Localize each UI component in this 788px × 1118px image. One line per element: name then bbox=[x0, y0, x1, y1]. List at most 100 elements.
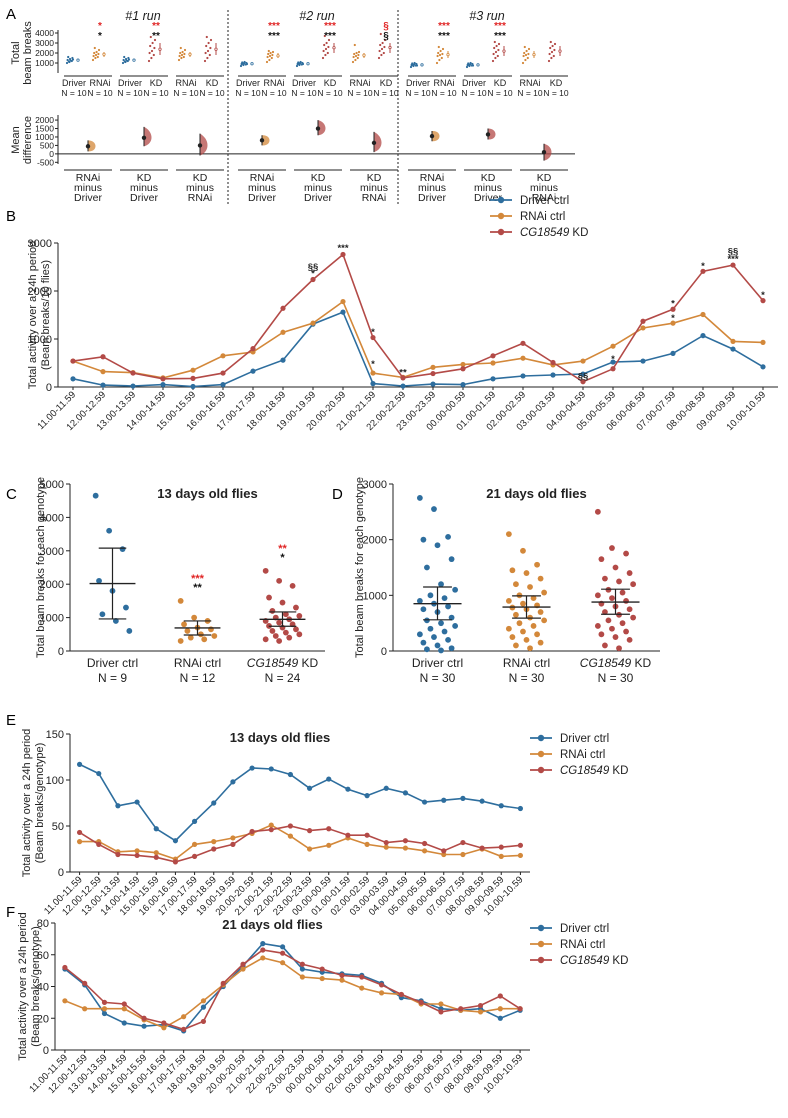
data-point-kd bbox=[206, 56, 209, 60]
data-point-rnai bbox=[520, 628, 526, 635]
data-point-driver bbox=[420, 606, 427, 613]
data-point-driver bbox=[130, 383, 136, 389]
data-point-kd bbox=[148, 51, 151, 55]
data-point-driver bbox=[127, 58, 131, 61]
data-point-rnai bbox=[62, 998, 68, 1004]
significance-mark: ** bbox=[399, 367, 407, 378]
data-point-rnai bbox=[498, 853, 504, 859]
data-point-kd bbox=[220, 980, 226, 986]
data-point-driver bbox=[123, 60, 126, 63]
y-axis-label: Total beam breaks for each genotype bbox=[35, 477, 47, 658]
data-point-kd bbox=[269, 628, 276, 634]
data-point-kd bbox=[326, 826, 332, 832]
data-point-kd bbox=[299, 961, 305, 967]
legend-marker-rnai bbox=[497, 212, 505, 220]
data-point-kd bbox=[383, 38, 387, 42]
data-point-kd bbox=[494, 56, 497, 60]
data-point-kd bbox=[96, 841, 102, 848]
data-point-rnai bbox=[220, 353, 226, 359]
legend-marker-kd bbox=[537, 766, 545, 774]
panel-label-b: B bbox=[6, 208, 16, 225]
contrast-label: KD bbox=[481, 172, 496, 184]
data-point-kd bbox=[550, 50, 554, 54]
data-point-rnai bbox=[180, 56, 183, 60]
contrast-label: RNAi bbox=[532, 192, 557, 204]
data-point-kd bbox=[209, 38, 213, 42]
significance-mark: *** bbox=[727, 254, 738, 265]
mean-marker bbox=[388, 45, 392, 50]
data-point-rnai bbox=[530, 623, 537, 629]
data-point-rnai bbox=[505, 598, 512, 604]
data-point-rnai bbox=[437, 51, 440, 55]
group-label-driver: Driver bbox=[406, 78, 430, 88]
contrast-label: Driver bbox=[74, 192, 103, 204]
data-point-kd bbox=[609, 545, 615, 551]
data-point-driver bbox=[580, 371, 586, 377]
group-label-kd-suffix: KD bbox=[631, 656, 651, 670]
bootstrap-distribution-kd bbox=[318, 120, 326, 136]
data-point-driver bbox=[70, 376, 76, 382]
data-point-kd bbox=[400, 375, 406, 381]
data-point-rnai bbox=[211, 633, 218, 639]
significance-mark: * bbox=[311, 269, 315, 280]
group-label-driver: Driver bbox=[236, 78, 260, 88]
data-point-driver bbox=[420, 536, 427, 543]
data-point-kd bbox=[262, 567, 269, 574]
significance-mark-red: *** bbox=[191, 573, 205, 585]
y-tick-label: 3000 bbox=[40, 546, 64, 558]
legend-marker-kd bbox=[537, 956, 545, 964]
series-line-rnai bbox=[79, 824, 521, 860]
group-n: N = 10 bbox=[261, 88, 287, 98]
data-point-rnai bbox=[520, 355, 526, 361]
data-point-kd bbox=[134, 852, 140, 859]
data-point-driver bbox=[69, 59, 72, 62]
data-point-rnai bbox=[287, 833, 294, 839]
data-point-rnai bbox=[530, 595, 537, 602]
legend-label-kd-suffix: KD bbox=[569, 227, 588, 239]
legend-label-kd-gene: CG18549 bbox=[520, 227, 570, 239]
data-point-rnai bbox=[354, 58, 357, 62]
data-point-driver bbox=[471, 64, 475, 67]
data-point-kd bbox=[517, 1006, 523, 1012]
data-point-rnai bbox=[353, 43, 356, 47]
data-point-kd bbox=[550, 56, 553, 60]
data-point-rnai bbox=[97, 48, 101, 52]
data-point-driver bbox=[424, 646, 430, 653]
data-point-kd bbox=[441, 848, 447, 854]
data-point-driver bbox=[550, 372, 556, 378]
data-point-kd bbox=[377, 56, 381, 60]
data-point-driver bbox=[239, 64, 243, 68]
data-point-kd bbox=[626, 570, 633, 576]
y-axis-label: Total bbox=[10, 41, 22, 64]
data-point-driver bbox=[469, 61, 472, 65]
data-point-kd bbox=[322, 49, 325, 53]
data-point-rnai bbox=[527, 52, 530, 56]
data-point-kd bbox=[430, 370, 436, 377]
data-point-rnai bbox=[306, 846, 313, 852]
data-point-rnai bbox=[179, 51, 182, 55]
data-point-driver bbox=[370, 381, 376, 387]
data-point-kd bbox=[324, 53, 327, 57]
data-point-rnai bbox=[200, 998, 207, 1004]
data-point-driver bbox=[141, 1023, 147, 1029]
y-axis-label: (Beam breaks/genotype) bbox=[30, 926, 42, 1046]
data-point-rnai bbox=[310, 320, 316, 326]
data-point-driver bbox=[280, 944, 286, 950]
data-point-kd bbox=[619, 589, 626, 596]
data-point-kd bbox=[203, 59, 207, 63]
data-point-driver bbox=[153, 826, 159, 832]
data-point-rnai bbox=[94, 53, 98, 57]
data-point-rnai bbox=[527, 645, 533, 652]
data-point-driver bbox=[465, 65, 469, 69]
data-point-driver bbox=[340, 309, 346, 315]
data-point-kd bbox=[491, 59, 495, 63]
data-point-driver bbox=[434, 542, 441, 549]
data-point-kd bbox=[610, 366, 616, 372]
data-point-driver bbox=[160, 382, 166, 388]
legend-marker-driver bbox=[497, 196, 505, 204]
panel-label-c: C bbox=[6, 486, 17, 503]
data-point-driver bbox=[420, 639, 427, 646]
data-point-kd bbox=[204, 51, 207, 55]
data-point-kd bbox=[381, 41, 384, 45]
